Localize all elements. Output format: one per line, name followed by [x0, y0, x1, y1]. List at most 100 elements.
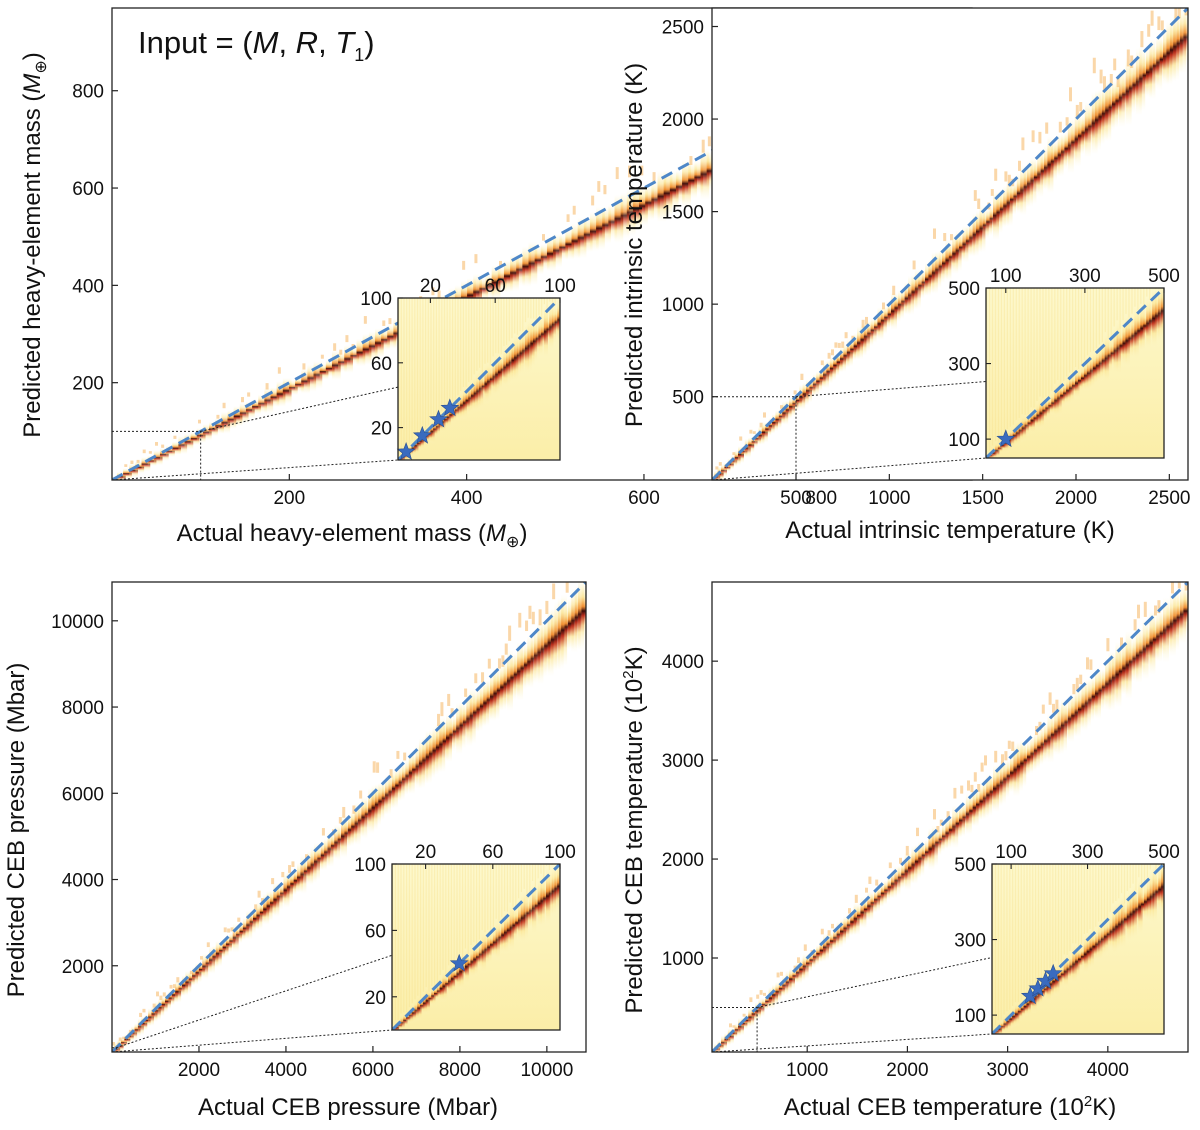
inset-density-cell [414, 999, 419, 1022]
inset-density-streak [530, 298, 532, 319]
density-cell [232, 923, 239, 953]
inset-density-streak [506, 864, 508, 912]
inset-density-streak [501, 864, 503, 917]
inset-density-cell [457, 395, 462, 421]
inset-density-streak [487, 864, 489, 930]
density-cell [1091, 677, 1098, 717]
inset-x-tick-label: 500 [1148, 842, 1180, 863]
density-speckle [538, 609, 542, 626]
inset-density-streak [1033, 288, 1035, 408]
density-cell [935, 829, 942, 856]
inset-density-cell [538, 315, 543, 358]
panel-temperature-density-band [712, 0, 1188, 480]
density-cell [1047, 136, 1054, 194]
density-cell [550, 608, 557, 671]
inset-density-cell [1089, 352, 1095, 390]
density-cell [300, 855, 307, 894]
inset-density-streak [1003, 864, 1005, 1015]
inset-density-cell [1063, 380, 1068, 406]
density-cell [280, 882, 287, 904]
density-speckle [1177, 582, 1181, 589]
inset-density-streak [478, 864, 480, 940]
density-cell [520, 646, 527, 690]
inset-density-streak [1104, 288, 1106, 333]
density-speckle [1038, 131, 1042, 144]
density-cell [948, 244, 955, 270]
inset-density-cell [1141, 889, 1146, 920]
inset-density-cell [1066, 955, 1071, 984]
inset-density-streak [1135, 864, 1137, 891]
density-cell [904, 281, 911, 315]
inset-density-cell [548, 870, 554, 918]
inset-density-streak [515, 864, 517, 909]
y-tick-label: 400 [72, 276, 104, 297]
inset-density-streak [541, 298, 543, 320]
inset-density-cell [481, 930, 486, 975]
panel-ceb-temperature-y-label: Predicted CEB temperature (102K) [620, 646, 648, 1013]
panel-mass-inset: 20 60 100 20 60 100 [360, 276, 576, 461]
density-speckle [136, 459, 140, 463]
density-cell [249, 910, 256, 934]
density-cell [208, 946, 215, 974]
density-cell [313, 360, 323, 389]
density-speckle [1126, 49, 1130, 67]
inset-density-cell [1035, 984, 1040, 1009]
density-speckle [865, 316, 868, 325]
inset-density-streak [481, 864, 483, 931]
inset-density-streak [465, 298, 467, 387]
y-tick-label: 800 [72, 82, 104, 103]
inset-density-cell [1006, 1011, 1011, 1032]
inset-y-tick-label: 100 [354, 855, 386, 876]
density-cell [503, 661, 510, 707]
inset-density-cell [530, 318, 535, 369]
density-cell [734, 1023, 741, 1037]
density-speckle [1143, 601, 1147, 617]
density-cell [1149, 610, 1156, 675]
density-speckle [531, 611, 535, 625]
inset-density-cell [504, 911, 509, 955]
inset-density-cell [492, 356, 497, 398]
density-cell [462, 705, 469, 739]
density-cell [972, 213, 979, 257]
density-cell [826, 933, 833, 956]
inset-density-cell [1095, 347, 1101, 384]
density-speckle [518, 612, 522, 628]
density-cell [789, 396, 795, 417]
inset-y-tick-label: 60 [371, 354, 392, 375]
density-cell [578, 582, 585, 651]
density-speckle [1171, 0, 1174, 4]
inset-density-streak [422, 864, 424, 992]
density-speckle [1058, 121, 1062, 133]
y-tick-label: 1000 [662, 295, 704, 316]
density-speckle [1007, 174, 1011, 187]
density-cell [553, 233, 562, 268]
density-cell [765, 994, 772, 1008]
inset-star-marker [996, 429, 1016, 448]
inset-x-tick-label: 300 [1069, 266, 1101, 287]
inset-density-cell [1100, 921, 1106, 958]
inset-density-cell [1155, 289, 1160, 343]
inset-density-streak [459, 864, 461, 954]
inset-density-cell [1132, 883, 1137, 941]
density-cell [124, 1034, 131, 1045]
density-cell [945, 817, 952, 849]
inset-density-cell [448, 965, 453, 998]
inset-density-streak [1123, 864, 1126, 904]
density-speckle [1075, 677, 1079, 691]
density-cell [175, 981, 182, 1003]
density-speckle [1048, 692, 1052, 705]
density-cell [325, 360, 335, 377]
density-cell [823, 933, 829, 961]
inset-density-cell [470, 380, 476, 412]
inset-density-cell [411, 439, 416, 457]
density-speckle [450, 708, 454, 717]
density-cell [853, 333, 860, 360]
density-speckle [1045, 122, 1049, 134]
inset-density-cell [459, 953, 464, 991]
density-speckle [139, 1012, 143, 1018]
density-cell [1084, 678, 1091, 728]
inset-density-streak [1055, 864, 1057, 962]
density-cell [645, 185, 654, 221]
inset-density-cell [492, 926, 498, 958]
density-cell [1013, 181, 1020, 212]
